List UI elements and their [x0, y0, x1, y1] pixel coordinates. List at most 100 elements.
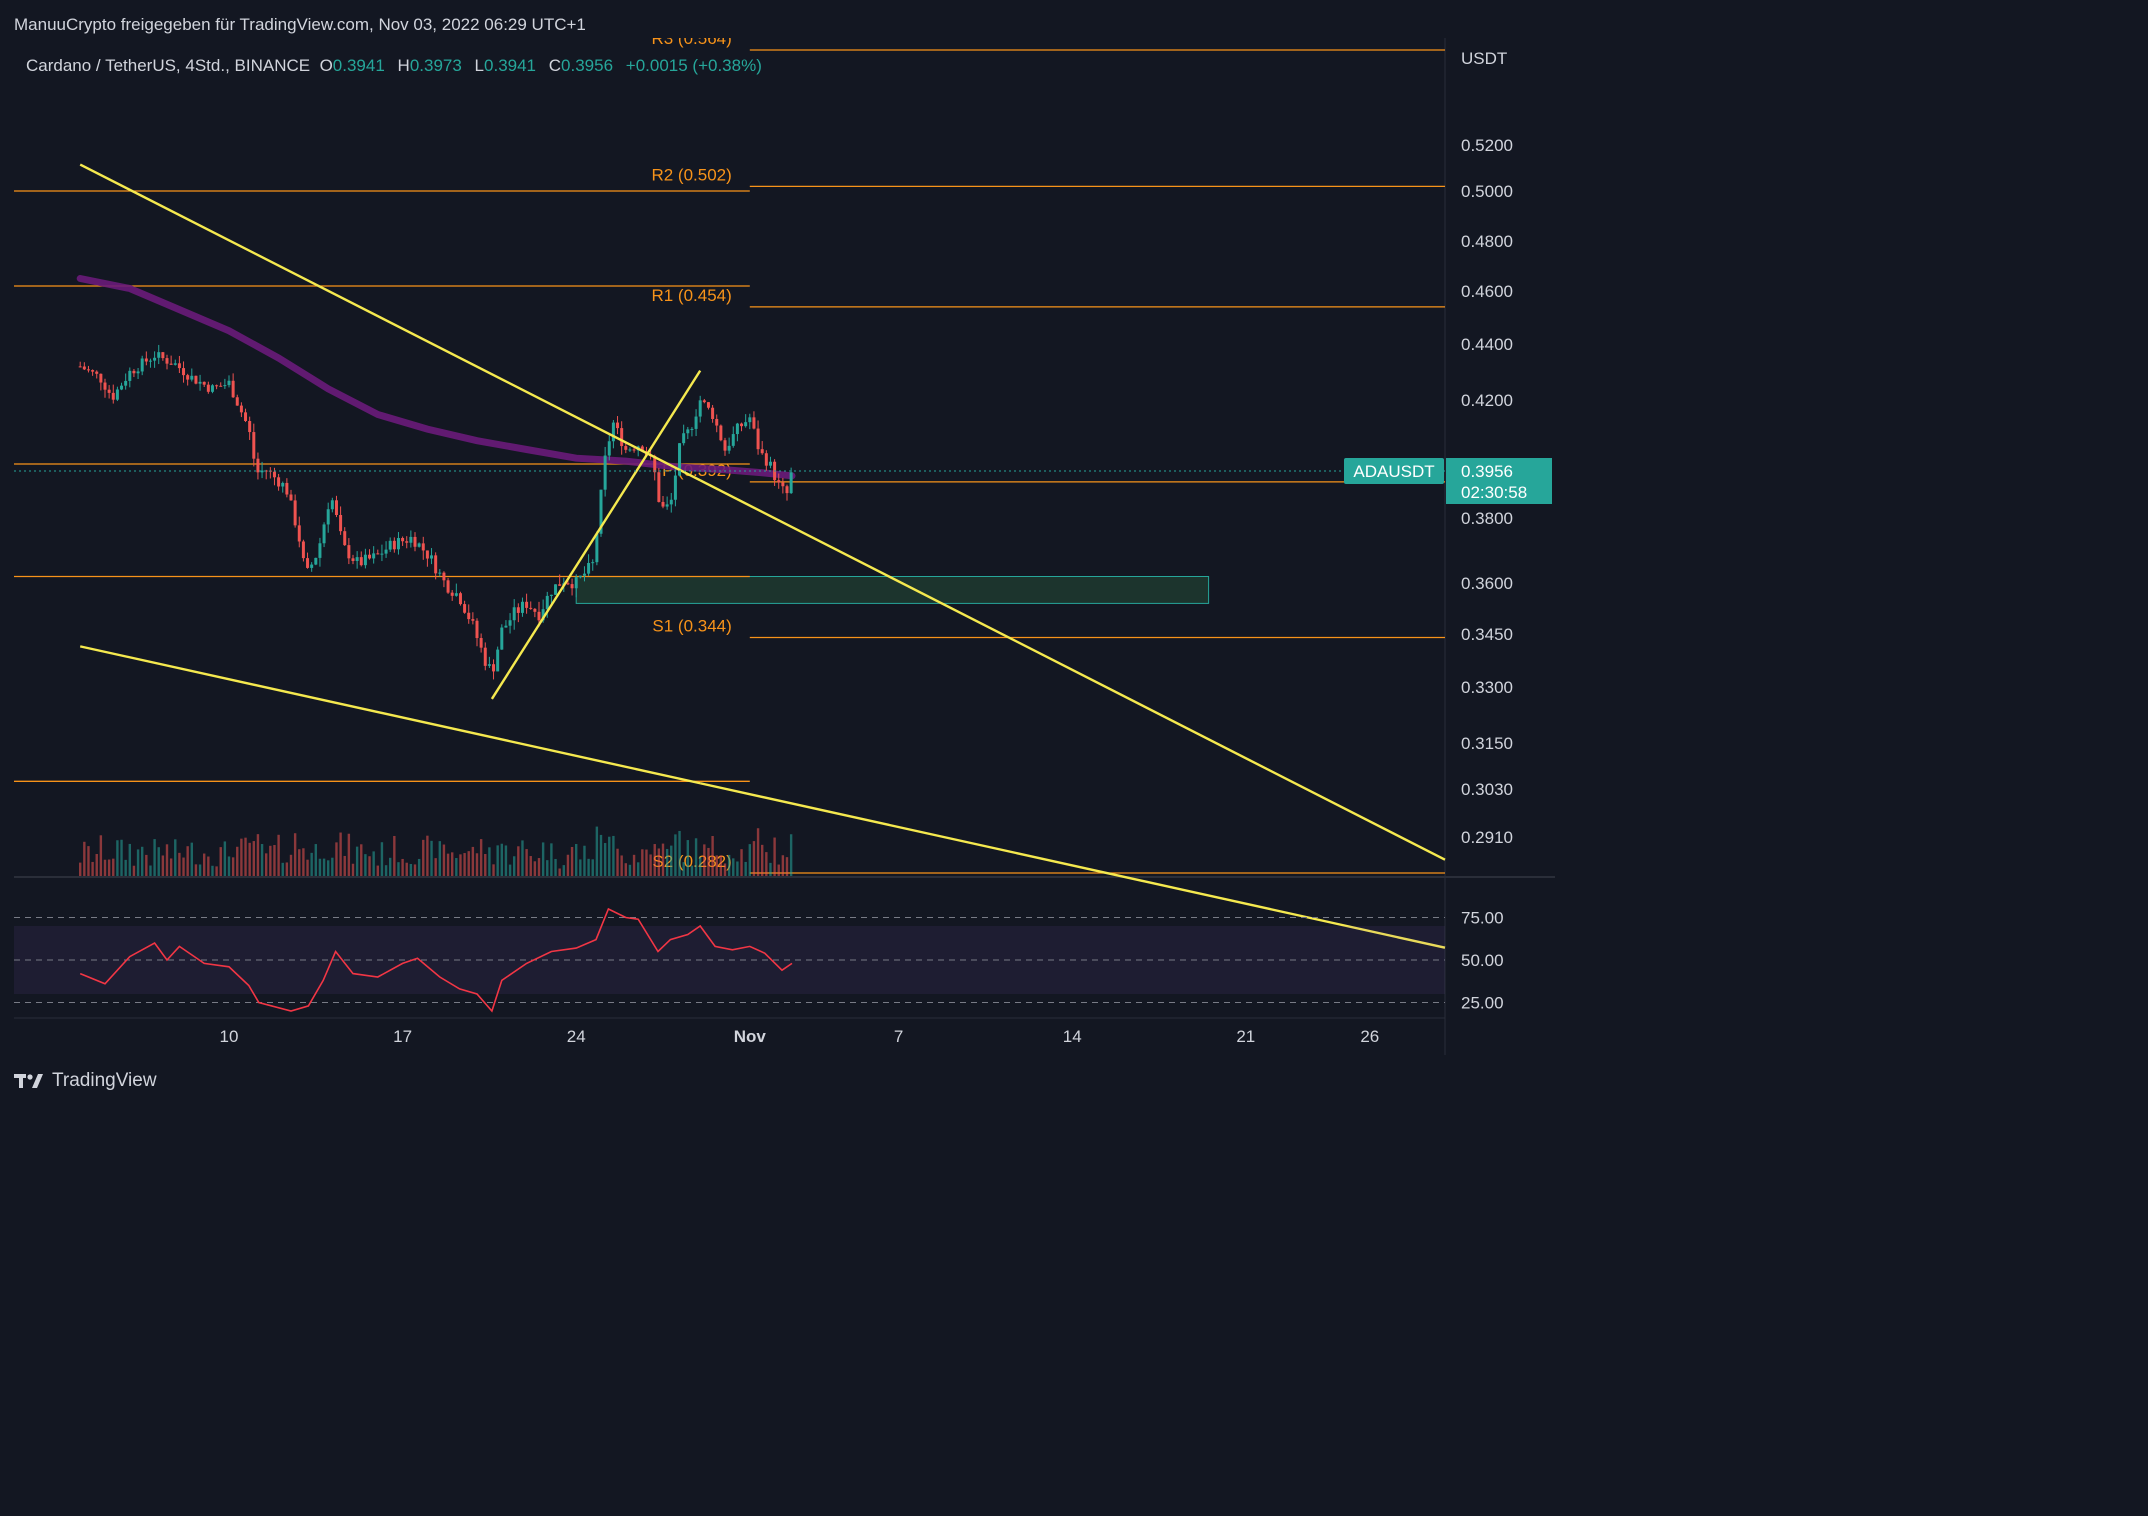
volume-bar [434, 858, 437, 876]
volume-bar [612, 835, 615, 876]
volume-bar [244, 837, 247, 876]
candle-body [244, 412, 248, 422]
volume-bar [194, 864, 198, 876]
volume-bar [715, 855, 718, 876]
chart-svg[interactable]: USDT 0.5200 0.5000 0.4800 0.4600 0.4400 0.4200… [14, 29, 1555, 1055]
candle-body [487, 664, 491, 666]
candle-body [570, 584, 574, 589]
volume-bar [157, 847, 160, 876]
volume-bar [624, 863, 627, 876]
volume-bar [657, 848, 661, 876]
volume-bar [570, 846, 574, 876]
volume-bar [347, 833, 351, 876]
volume-bar [711, 836, 714, 876]
volume-bar [203, 853, 206, 876]
candle-body [194, 375, 198, 384]
volume-bar [558, 868, 561, 876]
candle-body [686, 429, 690, 434]
volume-bar [707, 847, 710, 876]
candle-body [471, 619, 475, 621]
volume-bar [575, 844, 578, 876]
candle-body [161, 352, 165, 359]
candle-body [239, 405, 243, 413]
volume-bar [620, 855, 623, 876]
candle-body [326, 509, 330, 525]
volume-bar [595, 826, 599, 876]
candle-body [752, 417, 756, 429]
volume-bar [318, 858, 322, 876]
candle-body [272, 471, 276, 478]
price-tick-label: 0.3150 [1461, 734, 1513, 753]
trendline [79, 163, 701, 482]
open-value: 0.3941 [332, 56, 385, 75]
volume-bar [153, 839, 156, 876]
pivot-label: R1 (0.454) [651, 286, 731, 305]
price-tick-label: 0.4400 [1461, 335, 1513, 354]
volume-bar [719, 855, 723, 876]
volume-bar [442, 844, 446, 876]
candle-body [578, 575, 582, 578]
candle-body [756, 428, 760, 450]
volume-bar [781, 855, 785, 876]
volume-bar [227, 856, 231, 876]
candle-body [363, 554, 367, 566]
volume-bar [632, 854, 636, 876]
candle-body [372, 553, 376, 559]
volume-bar [537, 858, 541, 876]
symbol-line: Cardano / TetherUS, 4Std., BINANCE [26, 56, 311, 75]
volume-bar [488, 847, 491, 876]
volume-bar [583, 845, 586, 876]
volume-bar [231, 857, 235, 876]
volume-bar [219, 847, 222, 876]
volume-bar [508, 864, 512, 876]
volume-bar [517, 846, 520, 876]
volume-bar [546, 860, 549, 876]
candle-body [186, 375, 190, 380]
close-value: 0.3956 [561, 56, 614, 75]
volume-bar [438, 841, 441, 876]
volume-bar [260, 844, 264, 876]
volume-bar [211, 865, 214, 876]
close-label: C [548, 56, 562, 75]
volume-bar [405, 862, 408, 876]
volume-bar [529, 856, 532, 876]
volume-bar [236, 846, 239, 876]
volume-bar [732, 858, 735, 876]
trendline-extension [699, 479, 1446, 861]
volume-bar [727, 854, 731, 876]
candle-body [632, 449, 636, 451]
pivot-label: R3 (0.564) [651, 38, 731, 48]
time-tick-label: 14 [1063, 1027, 1082, 1046]
candle-body [706, 402, 710, 408]
candle-body [657, 472, 661, 502]
candle-body [537, 611, 541, 621]
volume-bar [504, 845, 508, 876]
volume-bar [376, 865, 379, 876]
candle-body [744, 422, 748, 427]
price-tick-label: 0.2910 [1461, 828, 1513, 847]
trendline-extension [699, 782, 1446, 949]
candle-body [384, 549, 388, 554]
change-value: +0.0015 (+0.38%) [625, 56, 762, 75]
candle-body [777, 480, 781, 483]
volume-bar [475, 853, 479, 876]
candle-body [727, 445, 731, 451]
tradingview-logo[interactable]: TradingView [14, 1070, 157, 1092]
volume-bar [273, 845, 276, 876]
candle-body [764, 453, 768, 466]
candle-body [177, 363, 181, 369]
candle-body [248, 421, 252, 433]
candle-body [310, 564, 314, 568]
candle-body [463, 604, 467, 613]
tradingview-logo-icon [14, 1074, 43, 1088]
time-tick-label: 7 [894, 1027, 903, 1046]
volume-bar [785, 857, 789, 876]
volume-bar [136, 849, 140, 876]
chart-frame[interactable]: USDT 0.5200 0.5000 0.4800 0.4600 0.4400 0.4200… [14, 29, 1555, 1055]
candle-body [256, 458, 260, 473]
volume-bar [417, 858, 421, 876]
candle-body [95, 371, 99, 374]
candle-body [91, 370, 95, 372]
open-label: O [319, 56, 333, 75]
candle-body [735, 423, 739, 435]
